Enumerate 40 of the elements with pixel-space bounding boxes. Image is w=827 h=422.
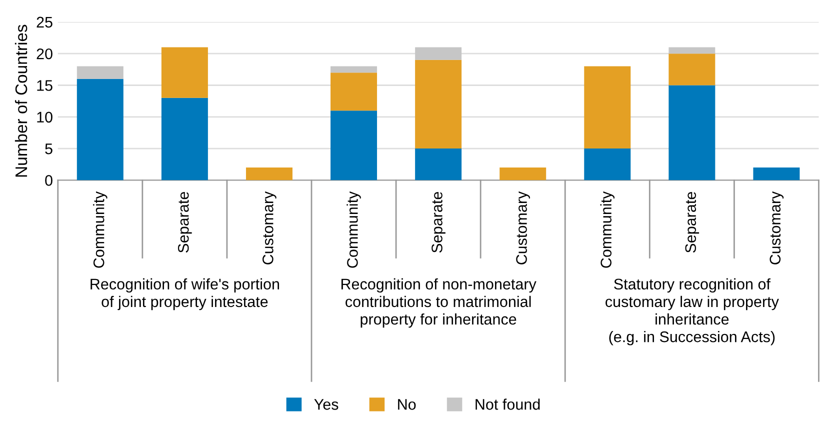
- x-tick-label: Community: [600, 191, 615, 268]
- bar: [76, 66, 124, 79]
- bar: [415, 47, 462, 60]
- bar: [584, 148, 631, 180]
- bar: [668, 54, 716, 86]
- text: Statutory recognition of customary law in property inheritance (e.g. in Succession Acts): [606, 278, 779, 346]
- x-tick-label: Community: [346, 191, 361, 268]
- y-tick-label: 10: [37, 112, 52, 123]
- bar: [330, 66, 378, 73]
- text: Recognition of non-monetary contributions to matrimonial property for inheritance: [341, 278, 536, 328]
- bar: [76, 78, 124, 180]
- x-tick-label: Separate: [432, 192, 446, 253]
- x-tick-label: Customary: [770, 191, 784, 264]
- bar: [415, 148, 462, 180]
- x-tick-label: Community: [93, 191, 108, 268]
- legend-label: No: [398, 399, 416, 410]
- bar: [753, 168, 800, 180]
- bar: [330, 72, 378, 111]
- y-tick-label: 25: [36, 16, 52, 28]
- x-tick-label: Customary: [262, 191, 276, 264]
- bar: [668, 47, 716, 54]
- x-tick-label: Separate: [178, 192, 192, 253]
- x-tick-label: Customary: [516, 191, 530, 264]
- y-tick-label: 0: [45, 175, 52, 186]
- bar: [161, 98, 208, 180]
- legend-label: Yes: [314, 399, 338, 410]
- bar: [584, 66, 631, 149]
- bar: [246, 168, 292, 180]
- bar: [161, 47, 208, 98]
- bar: [668, 85, 716, 180]
- y-tick-label: 20: [36, 48, 52, 60]
- bar: [500, 168, 546, 180]
- legend-label: Not found: [476, 398, 540, 410]
- bar: [415, 60, 462, 149]
- y-tick-label: 15: [37, 80, 52, 91]
- y-axis-title: Number of Countries: [14, 24, 28, 177]
- text: Recognition of wife's portion of joint property intestate: [90, 278, 280, 310]
- x-tick-label: Separate: [685, 192, 700, 253]
- bar: [330, 110, 378, 180]
- y-tick-label: 5: [45, 144, 52, 154]
